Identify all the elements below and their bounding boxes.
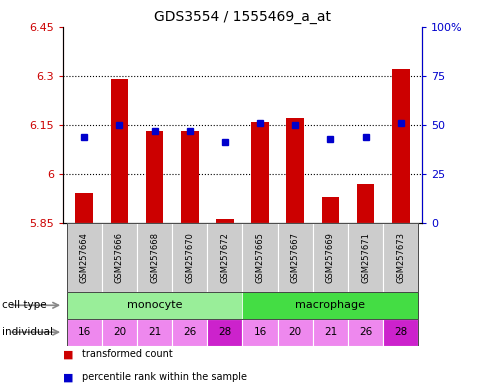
Text: GSM257672: GSM257672	[220, 232, 229, 283]
Bar	[110, 79, 128, 223]
Text: 26: 26	[358, 327, 372, 337]
Bar	[207, 223, 242, 292]
Text: GSM257668: GSM257668	[150, 232, 159, 283]
Bar	[102, 223, 136, 292]
Bar	[251, 122, 268, 223]
Text: 21: 21	[323, 327, 336, 337]
Bar	[277, 319, 312, 346]
Bar	[207, 319, 242, 346]
Bar	[242, 292, 418, 319]
Text: ■: ■	[63, 372, 74, 382]
Text: monocyte: monocyte	[126, 300, 182, 310]
Text: GSM257664: GSM257664	[79, 232, 89, 283]
Text: 20: 20	[288, 327, 301, 337]
Text: individual: individual	[2, 327, 53, 337]
Bar	[75, 194, 93, 223]
Bar	[382, 223, 418, 292]
Bar	[181, 131, 198, 223]
Bar	[356, 184, 374, 223]
Bar	[277, 223, 312, 292]
Text: ■: ■	[63, 349, 74, 359]
Bar	[348, 223, 382, 292]
Bar	[216, 220, 233, 223]
Bar	[391, 70, 409, 223]
Text: 28: 28	[218, 327, 231, 337]
Bar	[102, 319, 136, 346]
Text: GSM257669: GSM257669	[325, 232, 334, 283]
Bar	[242, 319, 277, 346]
Text: 16: 16	[253, 327, 266, 337]
Text: GSM257666: GSM257666	[115, 232, 123, 283]
Bar	[66, 223, 102, 292]
Text: percentile rank within the sample: percentile rank within the sample	[82, 372, 247, 382]
Bar	[66, 292, 242, 319]
Bar	[136, 223, 172, 292]
Text: 21: 21	[148, 327, 161, 337]
Text: GSM257673: GSM257673	[395, 232, 405, 283]
Title: GDS3554 / 1555469_a_at: GDS3554 / 1555469_a_at	[154, 10, 330, 25]
Text: GSM257670: GSM257670	[185, 232, 194, 283]
Text: 16: 16	[77, 327, 91, 337]
Bar	[242, 223, 277, 292]
Text: cell type: cell type	[2, 300, 47, 310]
Text: GSM257665: GSM257665	[255, 232, 264, 283]
Text: macrophage: macrophage	[295, 300, 365, 310]
Bar	[312, 319, 348, 346]
Text: 20: 20	[113, 327, 126, 337]
Bar	[66, 319, 102, 346]
Bar	[172, 319, 207, 346]
Bar	[312, 223, 348, 292]
Text: 28: 28	[393, 327, 407, 337]
Bar	[321, 197, 339, 223]
Text: transformed count: transformed count	[82, 349, 173, 359]
Bar	[382, 319, 418, 346]
Text: GSM257671: GSM257671	[361, 232, 369, 283]
Bar	[136, 319, 172, 346]
Bar	[145, 131, 163, 223]
Text: 26: 26	[183, 327, 196, 337]
Text: GSM257667: GSM257667	[290, 232, 299, 283]
Bar	[172, 223, 207, 292]
Bar	[348, 319, 382, 346]
Bar	[286, 118, 303, 223]
